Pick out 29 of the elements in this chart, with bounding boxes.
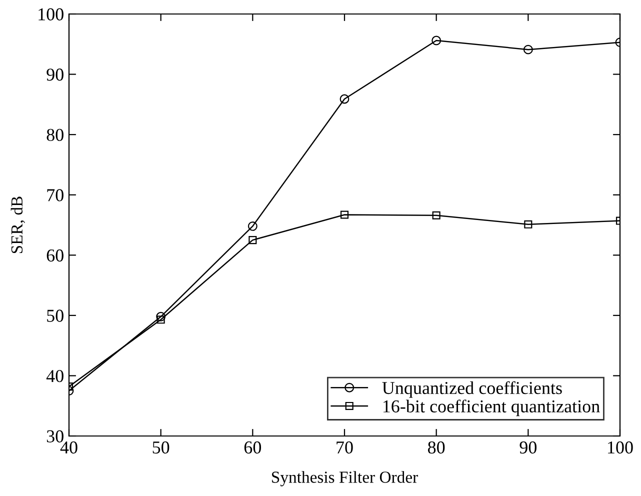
x-tick-label: 90 [520,441,537,454]
point [432,211,440,220]
y-axis-title: SER, dB [10,196,25,254]
point [523,44,533,54]
point [524,220,532,228]
x-tick-label: 70 [336,441,353,454]
y-tick-label: 40 [46,370,64,382]
x-axis-title: Synthesis Filter Order [272,471,418,486]
x-tick-label: 100 [608,441,633,454]
y-tick-label: 80 [46,128,64,142]
y-tick-label: 90 [46,68,64,81]
x-tick-label: 40 [60,441,78,454]
y-tick-label: 70 [47,189,64,202]
point [156,312,166,322]
y-tick-label: 60 [46,249,64,262]
legend-label: Unquantized coefficients [382,381,562,398]
x-tick-label: 80 [428,441,445,454]
y-tick-label: 100 [38,8,64,20]
y-tick-label: 30 [46,430,64,442]
point [340,94,350,104]
point [156,316,165,324]
point [248,221,258,231]
point [340,210,349,219]
point [248,236,257,244]
x-tick-label: 60 [244,441,262,454]
point [432,36,442,46]
legend-label: 16-bit coefficient quantization [383,400,600,416]
y-tick-label: 50 [47,310,64,322]
x-tick-label: 50 [152,441,170,454]
